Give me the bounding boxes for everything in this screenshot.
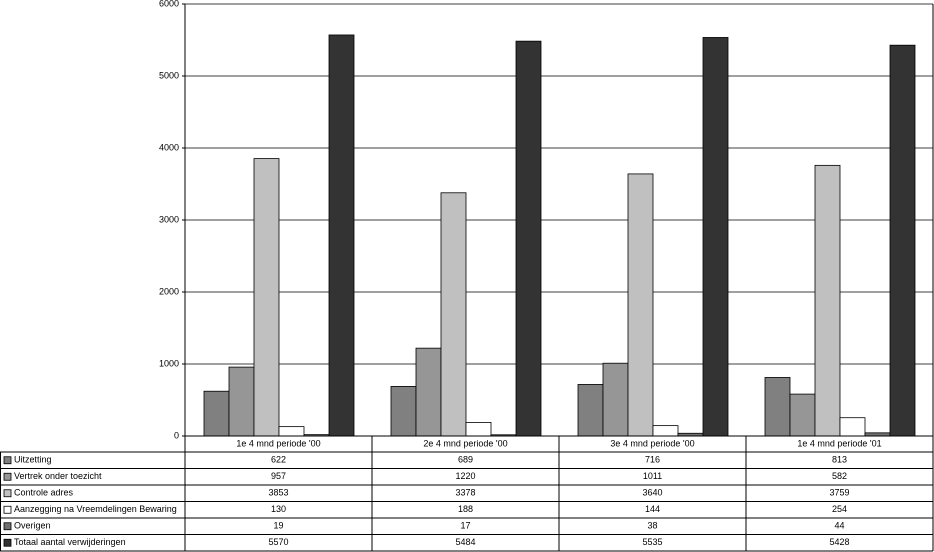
y-tick-label: 3000 xyxy=(159,214,179,224)
bar xyxy=(789,393,816,437)
bar xyxy=(702,37,729,437)
x-tick-label: 2e 4 mnd periode '00 xyxy=(423,438,507,448)
bar xyxy=(465,422,492,437)
legend-key xyxy=(3,505,12,514)
legend-label: Vertrek onder toezicht xyxy=(14,471,102,481)
bar xyxy=(814,164,841,437)
table-value: 622 xyxy=(271,455,286,465)
legend-key xyxy=(3,489,12,498)
legend-key xyxy=(3,456,12,465)
bar xyxy=(652,425,679,437)
x-tick-label: 1e 4 mnd periode '01 xyxy=(797,438,881,448)
table-value: 5428 xyxy=(829,537,849,547)
y-tick-label: 5000 xyxy=(159,70,179,80)
legend-key xyxy=(3,522,12,531)
table-value: 3853 xyxy=(268,488,288,498)
bar xyxy=(627,173,654,437)
bar xyxy=(328,34,355,437)
table-value: 188 xyxy=(458,504,473,514)
table-value: 254 xyxy=(832,504,847,514)
y-tick-label: 6000 xyxy=(159,0,179,8)
y-tick-label: 2000 xyxy=(159,286,179,296)
legend-label: Controle adres xyxy=(14,488,74,498)
table-value: 957 xyxy=(271,471,286,481)
y-tick-label: 1000 xyxy=(159,358,179,368)
x-tick-label: 3e 4 mnd periode '00 xyxy=(610,438,694,448)
x-tick-label: 1e 4 mnd periode '00 xyxy=(236,438,320,448)
bar xyxy=(839,417,866,437)
legend-label: Overigen xyxy=(14,521,51,531)
bar xyxy=(415,347,442,437)
bar xyxy=(278,426,305,437)
table-value: 582 xyxy=(832,471,847,481)
bar xyxy=(889,44,916,437)
bar xyxy=(515,40,542,437)
bar xyxy=(253,158,280,437)
table-value: 3759 xyxy=(829,488,849,498)
bar xyxy=(203,390,230,437)
table-value: 1220 xyxy=(455,471,475,481)
y-tick-label: 0 xyxy=(174,430,179,440)
table-value: 689 xyxy=(458,455,473,465)
table-value: 5570 xyxy=(268,537,288,547)
legend-label: Aanzegging na Vreemdelingen Bewaring xyxy=(14,504,177,514)
table-value: 3640 xyxy=(642,488,662,498)
table-value: 44 xyxy=(834,521,844,531)
bar xyxy=(440,192,467,437)
table-value: 19 xyxy=(273,521,283,531)
table-value: 130 xyxy=(271,504,286,514)
table-value: 38 xyxy=(647,521,657,531)
bar xyxy=(577,384,604,437)
legend-key xyxy=(3,472,12,481)
y-tick-label: 4000 xyxy=(159,142,179,152)
table-value: 144 xyxy=(645,504,660,514)
bar xyxy=(390,385,417,437)
table-value: 17 xyxy=(460,521,470,531)
table-value: 1011 xyxy=(643,471,662,481)
legend-label: Totaal aantal verwijderingen xyxy=(14,537,126,547)
bar xyxy=(228,366,255,437)
bar xyxy=(764,377,791,437)
table-value: 5484 xyxy=(455,537,475,547)
legend-label: Uitzetting xyxy=(14,455,52,465)
legend-key xyxy=(3,538,12,547)
table-value: 716 xyxy=(645,455,660,465)
table-value: 5535 xyxy=(642,537,662,547)
bar xyxy=(602,362,629,437)
table-value: 813 xyxy=(832,455,847,465)
table-value: 3378 xyxy=(455,488,475,498)
